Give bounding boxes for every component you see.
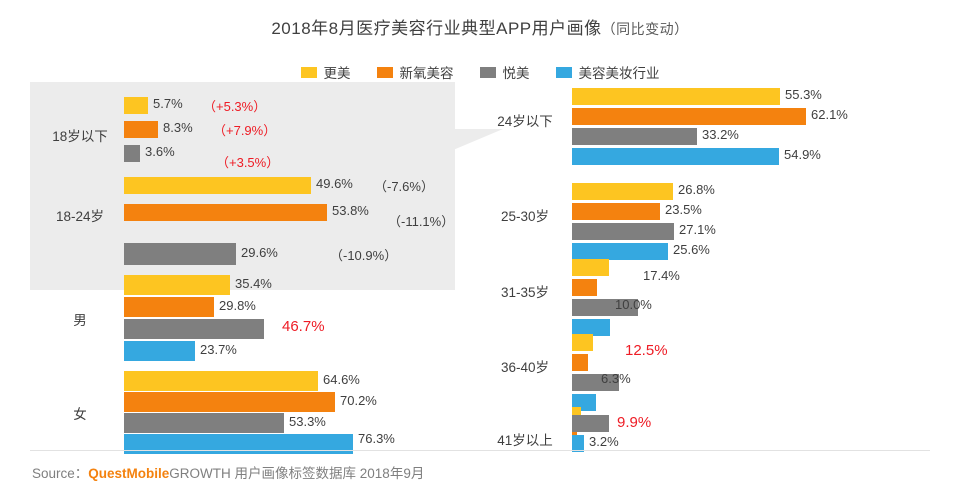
group-label-18-24: 18-24岁 [55, 209, 105, 224]
value-female-industry: 76.3% [358, 431, 395, 446]
bar-male-xinyang [124, 297, 214, 317]
chart-legend: 更美 新氧美容 悦美 美容美妆行业 [0, 62, 960, 82]
value-under18-xinyang: 8.3% [163, 120, 193, 135]
bar-r-36-40-xinyang [572, 354, 588, 371]
bar-female-industry [124, 434, 353, 454]
bar-r-25-30-yuemei [572, 223, 674, 240]
legend-item-yuemei[interactable]: 悦美 [479, 62, 530, 82]
value-male-yuemei: 46.7% [282, 318, 325, 335]
page-title: 2018年8月医疗美容行业典型APP用户画像（同比变动） [0, 14, 960, 39]
value-r-under24-xinyang: 62.1% [811, 107, 848, 122]
bar-female-yuemei [124, 413, 284, 433]
group-label-r-36-40: 36-40岁 [500, 360, 550, 375]
bar-r-41plus-industry [572, 435, 584, 452]
bar-male-industry [124, 341, 195, 361]
value-r-under24-gengmei: 55.3% [785, 87, 822, 102]
value-18-24-gengmei: 49.6% [316, 176, 353, 191]
value-r-31-35-yuemei: 17.4% [643, 268, 680, 283]
source-prefix: Source： [32, 466, 89, 481]
value-r-25-30-yuemei: 27.1% [679, 222, 716, 237]
group-label-r-25-30: 25-30岁 [500, 209, 550, 224]
title-main: 2018年8月医疗美容行业典型APP用户画像 [271, 19, 602, 38]
value-18-24-xinyang: 53.8% [332, 203, 369, 218]
delta-under18-yuemei: （+3.5%） [216, 155, 280, 170]
value-male-xinyang: 29.8% [219, 298, 256, 313]
value-under18-gengmei: 5.7% [153, 96, 183, 111]
value-female-gengmei: 64.6% [323, 372, 360, 387]
source-brand: QuestMobile [88, 466, 170, 481]
legend-swatch-xinyang [376, 66, 393, 78]
bar-r-36-40-industry [572, 394, 596, 411]
bar-r-under24-yuemei [572, 128, 697, 145]
group-label-r-41plus: 41岁以上 [497, 433, 553, 448]
value-male-gengmei: 35.4% [235, 276, 272, 291]
bar-r-25-30-xinyang [572, 203, 660, 220]
bar-female-gengmei [124, 371, 318, 391]
source-text: GROWTH 用户画像标签数据库 2018年9月 [169, 466, 425, 481]
title-sub: （同比变动） [601, 21, 689, 37]
delta-18-24-xinyang: （-11.1%） [388, 214, 455, 229]
value-female-xinyang: 70.2% [340, 393, 377, 408]
bar-r-31-35-xinyang [572, 279, 597, 296]
bar-r-41plus-yuemei [572, 415, 609, 432]
bar-r-25-30-industry [572, 243, 668, 260]
bar-r-under24-xinyang [572, 108, 806, 125]
legend-swatch-industry [555, 66, 572, 78]
value-r-25-30-gengmei: 26.8% [678, 182, 715, 197]
value-r-under24-yuemei: 33.2% [702, 127, 739, 142]
bar-male-yuemei [124, 319, 264, 339]
value-r-41plus-industry: 3.2% [589, 434, 619, 449]
bar-r-36-40-yuemei [572, 374, 619, 391]
legend-swatch-gengmei [300, 66, 317, 78]
bar-r-25-30-gengmei [572, 183, 673, 200]
delta-18-24-yuemei: （-10.9%） [330, 248, 398, 263]
bar-18-24-gengmei [124, 177, 311, 194]
value-r-25-30-xinyang: 23.5% [665, 202, 702, 217]
group-label-female: 女 [73, 407, 87, 422]
callout-pointer [408, 129, 503, 169]
value-r-25-30-industry: 25.6% [673, 242, 710, 257]
group-label-under18: 18岁以下 [52, 129, 108, 144]
delta-under18-gengmei: （+5.3%） [203, 99, 267, 114]
delta-18-24-gengmei: （-7.6%） [374, 179, 434, 194]
legend-label-yuemei: 悦美 [502, 66, 530, 81]
bar-r-31-35-yuemei [572, 299, 638, 316]
bar-r-31-35-industry [572, 319, 610, 336]
value-r-under24-industry: 54.9% [784, 147, 821, 162]
bar-under18-yuemei [124, 145, 140, 162]
bar-r-under24-gengmei [572, 88, 780, 105]
legend-label-industry: 美容美妆行业 [578, 66, 660, 81]
group-label-male: 男 [73, 313, 87, 328]
value-r-36-40-yuemei: 12.5% [625, 342, 668, 359]
value-male-industry: 23.7% [200, 342, 237, 357]
bar-male-gengmei [124, 275, 230, 295]
bar-female-xinyang [124, 392, 335, 412]
bar-under18-xinyang [124, 121, 158, 138]
group-label-r-31-35: 31-35岁 [500, 285, 550, 300]
legend-swatch-yuemei [479, 66, 496, 78]
bar-r-under24-industry [572, 148, 779, 165]
source-note: Source：QuestMobileGROWTH 用户画像标签数据库 2018年… [32, 462, 424, 482]
bar-under18-gengmei [124, 97, 148, 114]
legend-label-gengmei: 更美 [323, 66, 351, 81]
bar-18-24-xinyang [124, 204, 327, 221]
legend-item-xinyang[interactable]: 新氧美容 [376, 62, 454, 82]
value-female-yuemei: 53.3% [289, 414, 326, 429]
legend-item-industry[interactable]: 美容美妆行业 [555, 62, 660, 82]
group-label-r-under24: 24岁以下 [497, 114, 553, 129]
value-18-24-yuemei: 29.6% [241, 245, 278, 260]
legend-label-xinyang: 新氧美容 [399, 66, 454, 81]
bar-r-36-40-gengmei [572, 334, 593, 351]
bar-r-31-35-gengmei [572, 259, 609, 276]
value-under18-yuemei: 3.6% [145, 144, 175, 159]
bar-18-24-yuemei [124, 243, 236, 265]
value-r-31-35-industry: 10.0% [615, 297, 652, 312]
value-r-36-40-industry: 6.3% [601, 371, 631, 386]
delta-under18-xinyang: （+7.9%） [213, 123, 277, 138]
legend-item-gengmei[interactable]: 更美 [300, 62, 351, 82]
value-r-41plus-yuemei: 9.9% [617, 414, 652, 431]
footer-divider [30, 450, 930, 451]
